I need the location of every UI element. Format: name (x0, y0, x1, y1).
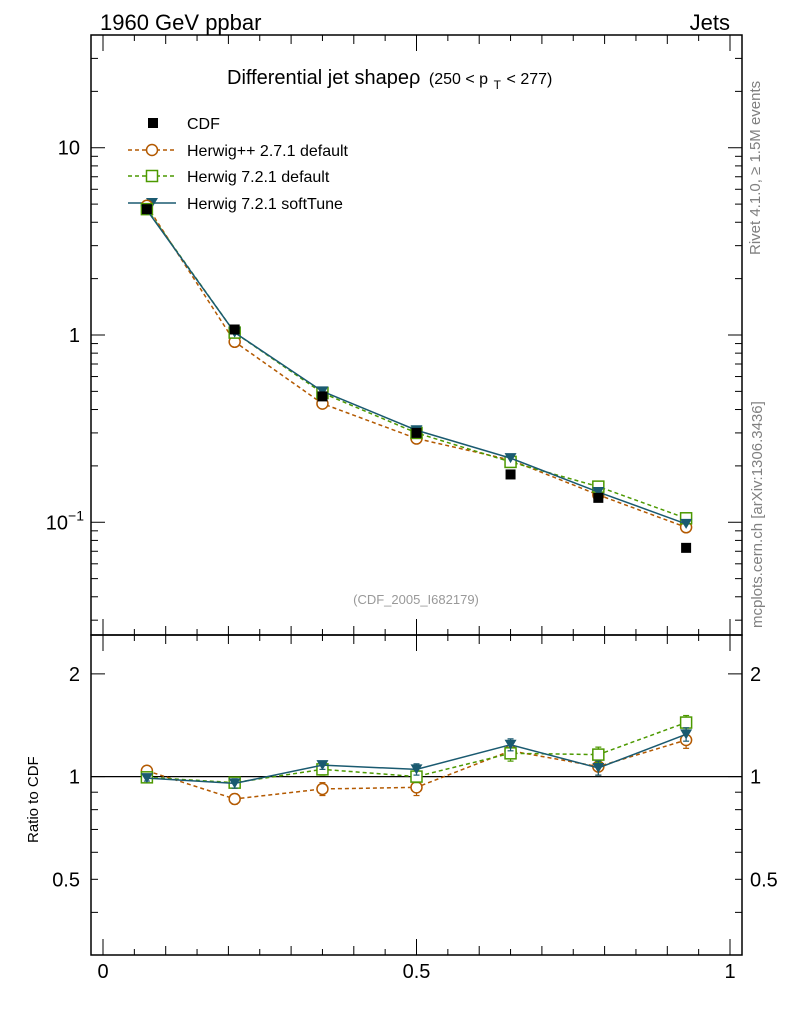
ratio-series-1-point (592, 748, 605, 761)
x-tick-label: 1 (724, 961, 735, 983)
chart-title: Differential jet shapeρ (250 < p T < 277… (227, 67, 552, 94)
y-tick-label-ratio-left: 2 (69, 664, 80, 686)
y-tick-label-ratio-right: 1 (750, 767, 761, 789)
chart-title-range-end: < 277) (507, 71, 553, 88)
cdf-data-point (317, 391, 328, 402)
y-tick-label-exponent: −1 (68, 507, 84, 523)
cdf-data-point (229, 324, 240, 335)
y-tick-label-ratio-right: 0.5 (750, 869, 778, 891)
analysis-id: (CDF_2005_I682179) (353, 592, 479, 607)
legend-label-herwig7-default: Herwig 7.2.1 default (187, 169, 330, 186)
y-tick-label-ratio-left: 1 (69, 767, 80, 789)
legend: CDF Herwig++ 2.7.1 default Herwig 7.2.1 … (128, 116, 349, 213)
cdf-data-point (681, 542, 692, 553)
ratio-series-group (140, 714, 693, 806)
ratio-ylabel: Ratio to CDF (25, 756, 42, 843)
y-tick-label-main: 10 (58, 138, 80, 160)
ratio-series-2-point (592, 762, 605, 773)
ratio-series-0-point (410, 781, 423, 794)
legend-marker-herwig7-default (145, 169, 159, 183)
y-tick-label-ratio-left: 0.5 (52, 869, 80, 891)
ratio-series-2-point (680, 729, 693, 740)
legend-marker-herwigpp (145, 143, 159, 157)
x-tick-label: 0 (97, 961, 108, 983)
cdf-data-point (593, 492, 604, 503)
cdf-data-point (505, 469, 516, 480)
chart-title-sub: T (494, 78, 502, 92)
main-series-line-0 (146, 205, 687, 528)
cdf-data-point (411, 427, 422, 438)
y-tick-label-main: 1 (69, 325, 80, 347)
rivet-label: Rivet 4.1.0, ≥ 1.5M events (747, 81, 764, 255)
ratio-series-2-point (504, 739, 517, 750)
cdf-data-point (141, 204, 152, 215)
main-series-2-point (316, 386, 329, 397)
y-tick-label-ratio-right: 2 (750, 664, 761, 686)
chart-title-main: Differential jet shapeρ (227, 67, 420, 89)
ratio-series-2-point (228, 778, 241, 789)
main-series-2-point (504, 453, 517, 464)
main-series-group (140, 199, 693, 553)
y-tick-label-base: 10 (46, 512, 68, 534)
header-right: Jets (690, 10, 730, 35)
main-series-2-point (592, 487, 605, 498)
mcplots-label: mcplots.cern.ch [arXiv:1306.3436] (749, 401, 766, 628)
ratio-series-1-point (679, 716, 693, 729)
main-series-line-2 (146, 209, 687, 525)
ratio-series-2-point (410, 764, 423, 775)
legend-label-herwigpp: Herwig++ 2.7.1 default (187, 143, 349, 160)
legend-label-cdf: CDF (187, 116, 220, 133)
chart-title-range: (250 < p (429, 71, 488, 88)
main-series-line-1 (146, 208, 687, 519)
ratio-series-0-point (316, 782, 329, 796)
legend-label-herwig7-softtune: Herwig 7.2.1 softTune (187, 196, 343, 213)
y-tick-label-main: 10−1 (46, 507, 84, 534)
header-left: 1960 GeV ppbar (100, 10, 261, 35)
legend-marker-cdf (148, 118, 158, 128)
ratio-series-2-point (140, 773, 153, 784)
main-series-2-point (680, 518, 693, 529)
x-tick-label: 0.5 (403, 961, 431, 983)
ratio-series-0-point (228, 792, 241, 806)
ratio-series-2-point (316, 760, 329, 771)
